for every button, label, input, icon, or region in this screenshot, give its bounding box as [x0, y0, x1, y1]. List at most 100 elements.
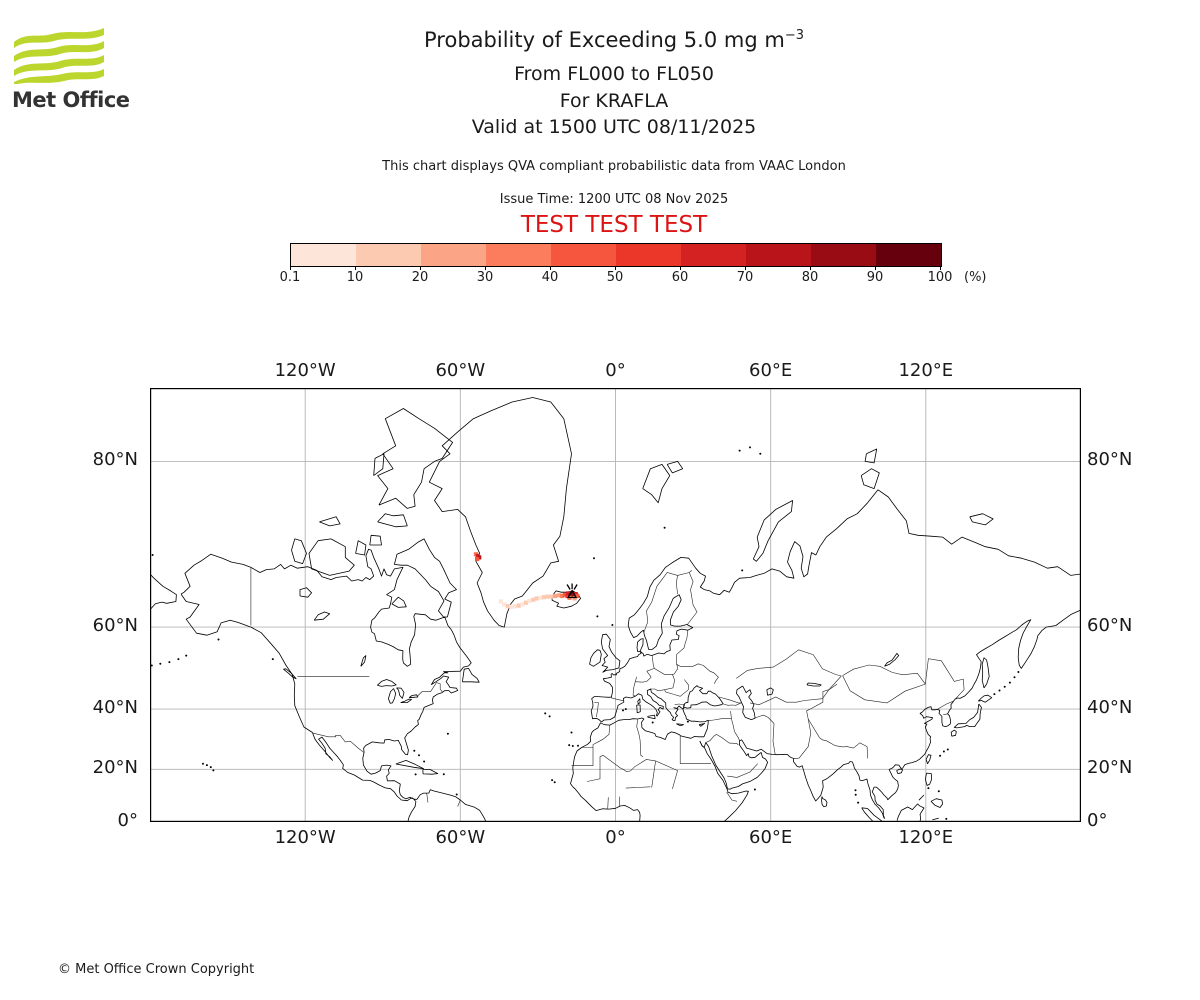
- colorbar-tick-label: 50: [606, 270, 624, 285]
- colorbar-segment: [421, 244, 486, 266]
- coastline: [699, 609, 1081, 819]
- small-island-dot: [857, 801, 860, 804]
- ash-probability-cell: [498, 599, 503, 604]
- country-border: [708, 718, 732, 721]
- country-border: [312, 732, 365, 753]
- coastline: [180, 548, 487, 822]
- ash-probability-cell: [505, 604, 510, 609]
- lat-tick-label-left: 0°: [117, 810, 138, 831]
- ash-probability-cell: [572, 596, 577, 601]
- coastline: [387, 688, 397, 704]
- colorbar-tick: [485, 266, 486, 270]
- small-island-dot: [205, 764, 208, 767]
- coastline: [736, 685, 756, 721]
- small-island-dot: [177, 658, 180, 661]
- small-island-dot: [927, 787, 930, 790]
- chart-subtitle-volcano: For KRAFLA: [559, 90, 669, 112]
- ash-probability-cell: [552, 593, 558, 599]
- coastline: [932, 817, 939, 821]
- coastline: [981, 657, 990, 689]
- coastline: [291, 538, 307, 565]
- coastline: [319, 516, 341, 527]
- country-border: [650, 688, 665, 692]
- small-island-dot: [939, 754, 942, 757]
- lon-tick-label-bottom: 60°W: [435, 827, 486, 848]
- small-island-dot: [596, 615, 599, 618]
- small-island-dot: [759, 452, 762, 455]
- chart-subtitle-valid-time: Valid at 1500 UTC 08/11/2025: [471, 116, 757, 138]
- lon-tick-label-bottom: 120°W: [274, 827, 336, 848]
- country-border: [683, 701, 688, 705]
- coastline: [396, 687, 405, 699]
- colorbar-segment: [291, 244, 356, 266]
- country-border: [676, 663, 704, 667]
- colorbar-tick: [810, 266, 811, 270]
- small-island-dot: [151, 554, 154, 556]
- ash-probability-cell: [545, 594, 550, 599]
- small-island-dot: [446, 732, 449, 735]
- country-border: [675, 575, 678, 595]
- country-border: [654, 668, 673, 675]
- ash-probability-cell: [538, 595, 543, 600]
- small-island-dot: [568, 744, 571, 747]
- colorbar-tick: [615, 266, 616, 270]
- lon-tick-label-bottom: 120°E: [898, 827, 954, 848]
- volcano-marker: [566, 583, 578, 599]
- coastline: [821, 796, 828, 808]
- lon-tick-label-top: 0°: [605, 360, 626, 381]
- country-border: [664, 689, 675, 695]
- coastline: [428, 397, 572, 628]
- coastline: [589, 649, 602, 667]
- colorbar-tick: [940, 266, 941, 270]
- country-border: [731, 718, 740, 741]
- colorbar-tick-label: 80: [801, 270, 819, 285]
- colorbar-tick-label: 20: [411, 270, 429, 285]
- country-border: [416, 682, 443, 697]
- small-island-dot: [998, 689, 1001, 692]
- coastline: [766, 687, 774, 696]
- country-border: [842, 675, 926, 704]
- coastline: [377, 679, 397, 687]
- coastline: [861, 807, 883, 822]
- coastline: [408, 694, 419, 699]
- small-island-dot: [686, 720, 689, 723]
- probability-colorbar: [290, 243, 942, 267]
- colorbar-segment: [681, 244, 746, 266]
- colorbar-tick: [550, 266, 551, 270]
- small-island-dot: [168, 661, 171, 664]
- ash-probability-cell: [549, 594, 554, 599]
- small-island-dot: [553, 781, 556, 784]
- ash-probability-cell: [513, 604, 518, 609]
- lon-tick-label-top: 60°E: [749, 360, 793, 381]
- colorbar-tick-label: 10: [346, 270, 364, 285]
- colorbar-unit-label: (%): [964, 270, 987, 285]
- colorbar-tick-label: 30: [476, 270, 494, 285]
- coastline: [355, 540, 367, 556]
- country-border: [674, 689, 689, 697]
- coastline: [978, 694, 993, 703]
- country-border: [672, 654, 678, 675]
- country-border: [806, 683, 838, 720]
- country-border: [632, 681, 636, 697]
- colorbar-tick-label: 0.1: [279, 270, 301, 285]
- country-border: [602, 755, 656, 773]
- small-island-dot: [611, 624, 614, 626]
- coastline: [861, 807, 874, 822]
- country-border: [718, 696, 742, 704]
- small-island-dot: [442, 773, 445, 776]
- coastline: [896, 803, 925, 822]
- country-border: [684, 679, 689, 690]
- country-border: [592, 725, 611, 745]
- coastline: [647, 714, 656, 720]
- coastline: [393, 538, 457, 618]
- country-border: [426, 793, 429, 803]
- ash-probability-cell: [531, 597, 536, 602]
- lat-tick-label-right: 40°N: [1087, 697, 1133, 719]
- lat-tick-label-left: 40°N: [92, 697, 138, 719]
- country-border: [723, 702, 742, 706]
- country-border: [703, 665, 719, 684]
- small-island-dot: [150, 664, 153, 667]
- coastline: [377, 408, 454, 509]
- ash-probability-cell: [575, 593, 580, 599]
- country-border: [607, 797, 609, 810]
